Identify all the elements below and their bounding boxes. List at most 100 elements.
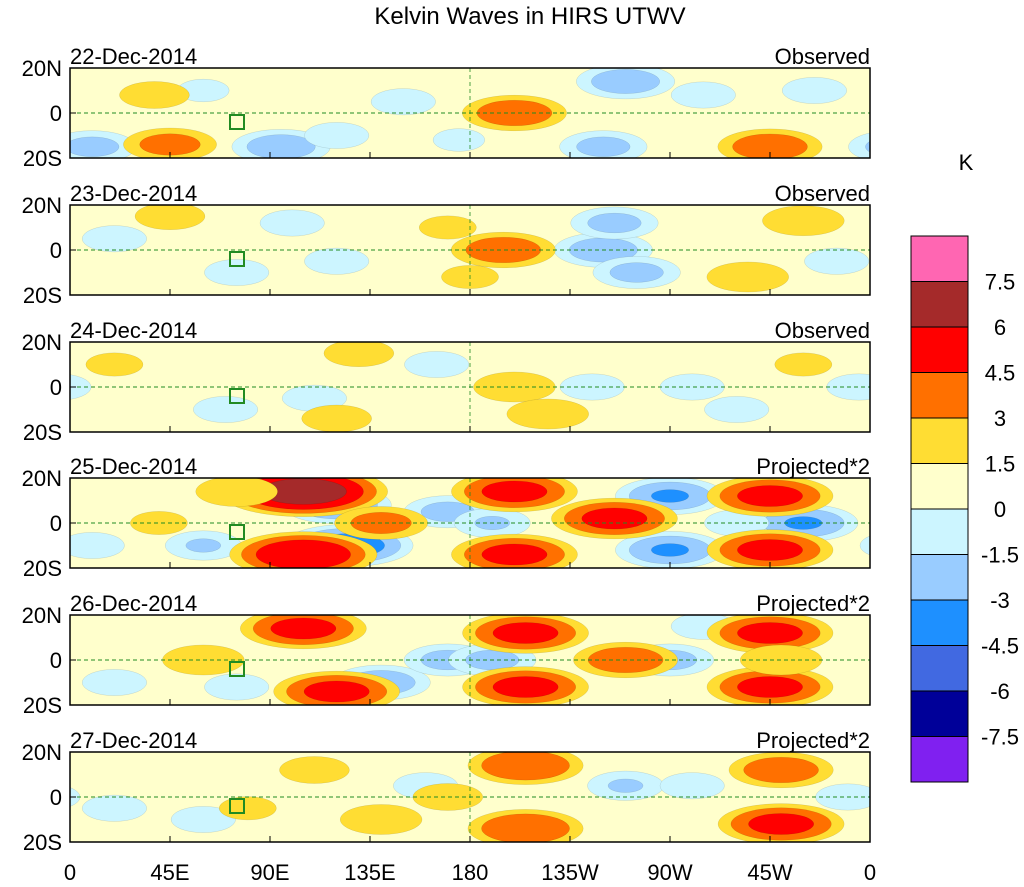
- contour-blob: [481, 543, 548, 566]
- contour-blob: [218, 796, 277, 821]
- panel-date: 22-Dec-2014: [70, 44, 197, 69]
- panel-date: 27-Dec-2014: [70, 728, 197, 753]
- y-tick-label: 0: [50, 101, 62, 126]
- contour-blob: [607, 778, 644, 793]
- contour-blob: [0, 509, 44, 537]
- contour-blob: [130, 511, 188, 535]
- chart-title: Kelvin Waves in HIRS UTWV: [374, 3, 685, 30]
- region-box: [229, 114, 245, 130]
- colorbar-label: -3: [990, 588, 1010, 613]
- y-tick-label: 20S: [23, 830, 62, 855]
- contour-blob: [651, 543, 689, 557]
- x-tick-label: 180: [452, 860, 489, 885]
- panel-label: Observed: [775, 44, 870, 69]
- x-tick-label: 90W: [647, 860, 692, 885]
- colorbar-swatch: [910, 690, 969, 737]
- contour-blob: [737, 676, 803, 698]
- contour-blob: [303, 680, 370, 703]
- y-tick-label: 20S: [23, 556, 62, 581]
- panel-label: Projected*2: [756, 728, 870, 753]
- contour-blob: [323, 342, 395, 367]
- contour-blob: [255, 539, 351, 568]
- contour-blob: [1019, 797, 1024, 820]
- y-tick-label: 20S: [23, 283, 62, 308]
- y-tick-label: 20N: [22, 740, 62, 765]
- y-tick-label: 0: [50, 375, 62, 400]
- colorbar-swatch: [910, 326, 969, 373]
- y-tick-label: 20S: [23, 693, 62, 718]
- contour-blob: [743, 756, 819, 784]
- region-box: [229, 388, 245, 404]
- colorbar-label: 7.5: [985, 270, 1016, 295]
- colorbar-label: -7.5: [981, 725, 1019, 750]
- contour-blob: [0, 129, 22, 165]
- panel-date: 23-Dec-2014: [70, 181, 197, 206]
- contour-blob: [737, 622, 803, 644]
- y-tick-label: 0: [50, 648, 62, 673]
- map-panel: 22-Dec-2014 Observed 20N 0 20S: [0, 44, 871, 171]
- contour-blob: [737, 539, 803, 561]
- map-panel: 25-Dec-2014 Projected*2 20N 0 20S: [0, 454, 871, 581]
- contour-blob: [971, 806, 1024, 832]
- contour-blob: [762, 205, 845, 237]
- contour-blob: [704, 396, 770, 423]
- contour-blob: [784, 516, 823, 530]
- colorbar-label: 6: [994, 315, 1006, 340]
- colorbar-swatch: [910, 417, 969, 464]
- colorbar: K 7.5 6 4.5 3 1.5 0 -1.5 -3 -4.5 -6 -7.5: [910, 150, 1019, 783]
- colorbar-swatch: [910, 599, 969, 646]
- contour-blob: [576, 136, 631, 157]
- panel-label: Projected*2: [756, 454, 870, 479]
- contour-blob: [185, 538, 222, 553]
- contour-blob: [774, 352, 833, 377]
- x-tick-label: 0: [864, 860, 876, 885]
- x-tick-label: 0: [64, 860, 76, 885]
- colorbar-label: -1.5: [981, 543, 1019, 568]
- contour-blob: [0, 77, 47, 103]
- colorbar-swatch: [910, 645, 969, 692]
- contour-blob: [804, 247, 870, 275]
- region-box: [229, 251, 245, 267]
- x-tick-label: 45E: [150, 860, 189, 885]
- colorbar-swatch: [910, 736, 969, 783]
- colorbar-label: 0: [994, 497, 1006, 522]
- contour-blob: [246, 134, 316, 158]
- y-tick-label: 0: [50, 785, 62, 810]
- contour-blob: [0, 813, 14, 834]
- contour-blob: [259, 209, 325, 237]
- panel-label: Observed: [775, 318, 870, 343]
- contour-blob: [670, 81, 736, 109]
- panel-date: 24-Dec-2014: [70, 318, 197, 343]
- y-tick-label: 0: [50, 238, 62, 263]
- contour-blob: [193, 396, 259, 423]
- contour-blob: [882, 795, 946, 821]
- contour-blob: [85, 352, 144, 377]
- map-panel: 26-Dec-2014 Projected*2 20N 0 20S: [0, 591, 871, 718]
- map-panel: 23-Dec-2014 Observed 20N 0 20S: [22, 181, 871, 308]
- y-tick-label: 20N: [22, 330, 62, 355]
- colorbar-swatch: [910, 372, 969, 419]
- contour-blob: [270, 617, 337, 640]
- contour-blob: [481, 813, 570, 842]
- y-tick-label: 20N: [22, 193, 62, 218]
- y-tick-label: 20N: [22, 56, 62, 81]
- colorbar-label: 3: [994, 406, 1006, 431]
- contour-blob: [0, 517, 22, 530]
- contour-blob: [848, 132, 870, 158]
- contour-blob: [865, 140, 870, 153]
- contour-blob: [737, 485, 803, 507]
- contour-blob: [0, 485, 3, 506]
- map-panel: 24-Dec-2014 Observed 20N 0 20S: [22, 318, 871, 445]
- colorbar-swatch: [910, 508, 969, 555]
- contour-blob: [859, 535, 870, 556]
- contour-blob: [0, 617, 20, 649]
- contour-blob: [591, 69, 661, 94]
- contour-blob: [706, 261, 789, 293]
- x-tick-label: 45W: [747, 860, 792, 885]
- panel-label: Observed: [775, 181, 870, 206]
- contour-blob: [732, 133, 808, 158]
- contour-blob: [609, 262, 664, 283]
- contour-blob: [0, 534, 20, 566]
- colorbar-units: K: [959, 150, 974, 175]
